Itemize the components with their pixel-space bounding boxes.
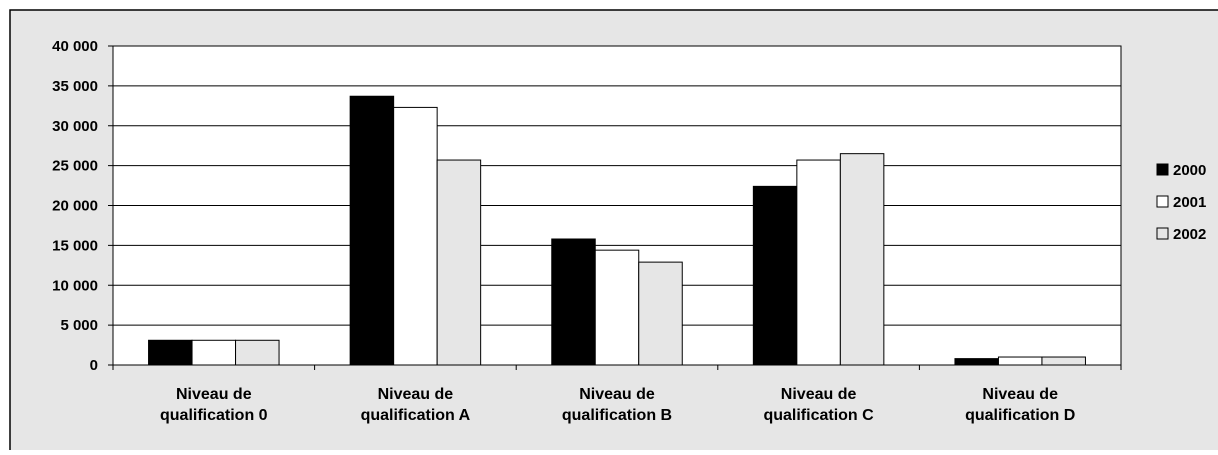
legend-swatch-2001 [1156, 195, 1169, 208]
bar-2002-cat-3 [839, 153, 885, 366]
bar-2002-cat-4 [1041, 356, 1086, 366]
bar-2002-cat-1 [436, 159, 482, 366]
x-category-label: qualification B [562, 407, 672, 424]
y-tick-label: 20 000 [52, 198, 98, 215]
legend-label-2000: 2000 [1173, 162, 1206, 179]
bar-2000-cat-1 [349, 95, 395, 366]
bar-2002-cat-0 [235, 339, 280, 366]
bars [148, 95, 1086, 366]
legend-label-2001: 2001 [1173, 194, 1206, 211]
x-category-label: qualification 0 [160, 407, 268, 424]
x-category-label: Niveau de [579, 386, 655, 403]
bar-2001-cat-2 [594, 249, 640, 366]
x-category-label: Niveau de [781, 386, 857, 403]
x-category-label: Niveau de [982, 386, 1058, 403]
legend-swatch-2000 [1156, 163, 1169, 176]
y-tick-label: 0 [90, 357, 98, 374]
x-category-label: qualification D [965, 407, 1075, 424]
bar-2000-cat-3 [752, 185, 798, 366]
bar-2001-cat-1 [393, 106, 438, 366]
bar-2000-cat-4 [954, 358, 999, 366]
legend-label-2002: 2002 [1173, 226, 1206, 243]
y-tick-label: 5 000 [60, 317, 98, 334]
bar-2002-cat-2 [638, 261, 683, 366]
y-axis: 0 5 000 10 000 15 000 20 000 25 000 30 000 35 0… [52, 38, 114, 374]
bar-2000-cat-2 [551, 238, 596, 366]
y-tick-label: 35 000 [52, 78, 98, 95]
x-category-label: Niveau de [176, 386, 252, 403]
legend-swatch-2002 [1156, 227, 1169, 240]
x-category-label: qualification C [763, 407, 874, 424]
y-tick-label: 10 000 [52, 277, 98, 294]
y-tick-label: 30 000 [52, 118, 98, 135]
bar-2000-cat-0 [148, 339, 193, 366]
x-category-label: Niveau de [378, 386, 454, 403]
y-tick-label: 40 000 [52, 38, 98, 55]
bar-2001-cat-4 [997, 356, 1043, 366]
y-tick-label: 15 000 [52, 237, 98, 254]
bar-2001-cat-3 [796, 159, 841, 366]
x-category-label: qualification A [361, 407, 471, 424]
x-axis: Niveau de qualification 0 Niveau de qualifi… [112, 364, 1122, 424]
y-tick-label: 25 000 [52, 158, 98, 175]
bar-2001-cat-0 [191, 339, 237, 366]
legend: 2000 2001 2002 [1156, 162, 1206, 243]
